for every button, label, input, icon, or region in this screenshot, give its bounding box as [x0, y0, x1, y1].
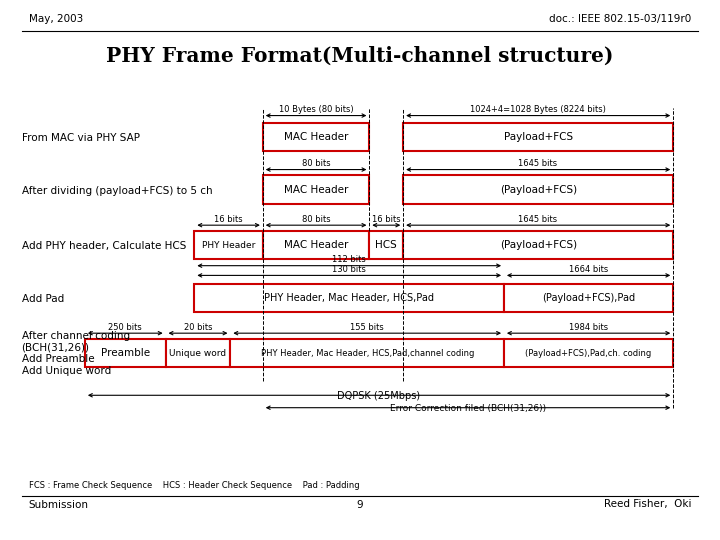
Text: Reed Fisher,  Oki: Reed Fisher, Oki [603, 500, 691, 510]
Text: Add Pad: Add Pad [22, 294, 64, 303]
Text: HCS: HCS [375, 240, 397, 250]
Text: PHY Header, Mac Header, HCS,Pad,channel coding: PHY Header, Mac Header, HCS,Pad,channel … [261, 349, 474, 357]
Text: (Payload+FCS),Pad,ch. coding: (Payload+FCS),Pad,ch. coding [526, 349, 652, 357]
Bar [403, 123, 673, 151]
Bar [263, 176, 369, 204]
Text: 10 Bytes (80 bits): 10 Bytes (80 bits) [279, 105, 354, 114]
Text: PHY Header: PHY Header [202, 241, 256, 249]
Bar [85, 339, 166, 367]
Text: 130 bits: 130 bits [332, 265, 366, 274]
Text: MAC Header: MAC Header [284, 132, 348, 142]
Text: 1664 bits: 1664 bits [569, 265, 608, 274]
Text: 80 bits: 80 bits [302, 159, 330, 168]
Text: Payload+FCS: Payload+FCS [503, 132, 573, 142]
Text: 1984 bits: 1984 bits [569, 322, 608, 332]
Text: 250 bits: 250 bits [109, 322, 142, 332]
Bar [263, 123, 369, 151]
Text: (Payload+FCS): (Payload+FCS) [500, 185, 577, 194]
Text: From MAC via PHY SAP: From MAC via PHY SAP [22, 133, 140, 143]
Text: 20 bits: 20 bits [184, 322, 212, 332]
Text: 1645 bits: 1645 bits [518, 214, 557, 224]
Text: MAC Header: MAC Header [284, 240, 348, 250]
Text: 80 bits: 80 bits [302, 214, 330, 224]
Text: (Payload+FCS),Pad: (Payload+FCS),Pad [542, 293, 635, 302]
Bar [403, 231, 673, 259]
Text: After dividing (payload+FCS) to 5 ch: After dividing (payload+FCS) to 5 ch [22, 186, 212, 195]
Text: FCS : Frame Check Sequence    HCS : Header Check Sequence    Pad : Padding: FCS : Frame Check Sequence HCS : Header … [29, 481, 359, 490]
Text: 1024+4=1028 Bytes (8224 bits): 1024+4=1028 Bytes (8224 bits) [470, 105, 606, 114]
Text: MAC Header: MAC Header [284, 185, 348, 194]
Bar [194, 284, 504, 312]
Bar [166, 339, 230, 367]
Text: PHY Header, Mac Header, HCS,Pad: PHY Header, Mac Header, HCS,Pad [264, 293, 434, 302]
Text: Add PHY header, Calculate HCS: Add PHY header, Calculate HCS [22, 241, 186, 251]
Bar [504, 339, 673, 367]
Text: doc.: IEEE 802.15-03/119r0: doc.: IEEE 802.15-03/119r0 [549, 14, 691, 24]
Bar [230, 339, 504, 367]
Bar [403, 176, 673, 204]
Text: (Payload+FCS): (Payload+FCS) [500, 240, 577, 250]
Text: May, 2003: May, 2003 [29, 14, 83, 24]
Bar [504, 284, 673, 312]
Text: 112 bits: 112 bits [333, 255, 366, 264]
Text: Error Correction filed (BCH(31,26)): Error Correction filed (BCH(31,26)) [390, 404, 546, 413]
Bar [194, 231, 263, 259]
Text: 9: 9 [356, 500, 364, 510]
Text: 1645 bits: 1645 bits [518, 159, 557, 168]
Bar [369, 231, 403, 259]
Text: After channel coding
(BCH(31,26))
Add Preamble
Add Unique word: After channel coding (BCH(31,26)) Add Pr… [22, 332, 130, 376]
Text: Submission: Submission [29, 500, 89, 510]
Text: 155 bits: 155 bits [351, 322, 384, 332]
Text: Unique word: Unique word [169, 349, 227, 357]
Text: 16 bits: 16 bits [372, 214, 400, 224]
Text: 16 bits: 16 bits [214, 214, 243, 224]
Text: DQPSK (25Mbps): DQPSK (25Mbps) [337, 390, 420, 401]
Text: PHY Frame Format(Multi-channel structure): PHY Frame Format(Multi-channel structure… [107, 45, 613, 66]
Text: Preamble: Preamble [101, 348, 150, 358]
Bar [263, 231, 369, 259]
